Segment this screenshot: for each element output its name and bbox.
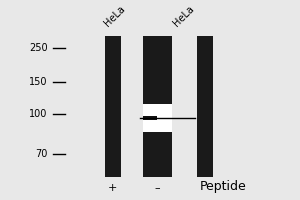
Text: 250: 250 xyxy=(29,43,47,53)
Bar xyxy=(143,116,158,120)
Text: Peptide: Peptide xyxy=(200,180,246,193)
Text: 150: 150 xyxy=(29,77,47,87)
Bar xyxy=(143,132,172,177)
Text: +: + xyxy=(108,183,118,193)
Text: 70: 70 xyxy=(35,149,47,159)
Text: 100: 100 xyxy=(29,109,47,119)
Text: HeLa: HeLa xyxy=(171,4,196,29)
Bar xyxy=(197,36,213,177)
Text: HeLa: HeLa xyxy=(103,4,128,29)
Bar xyxy=(143,104,172,132)
Text: –: – xyxy=(154,183,160,193)
Bar xyxy=(105,36,121,177)
Bar xyxy=(143,36,172,104)
